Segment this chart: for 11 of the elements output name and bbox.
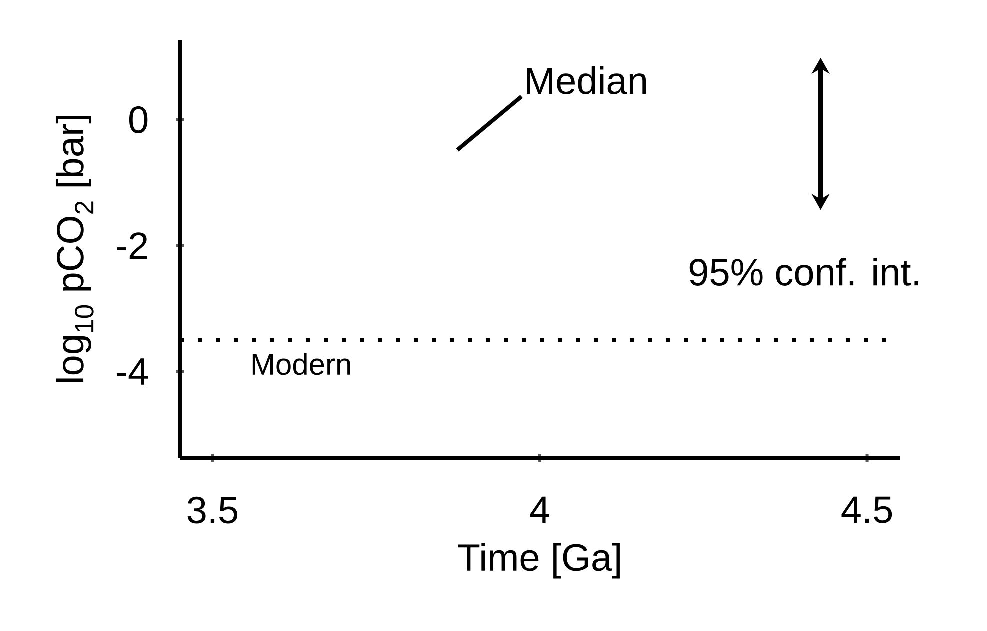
x-axis-title: Time [Ga] — [458, 543, 620, 579]
ref-line-label: Modern — [252, 353, 350, 376]
y-tick-label: -2 — [117, 232, 148, 260]
y-tick-label: 0 — [129, 106, 148, 134]
x-tick-label: 4 — [530, 496, 550, 524]
y-tick-label: -4 — [117, 358, 148, 385]
y-axis-title: log$_{10}$ pCO$_{2}$ [bar] — [56, 116, 94, 382]
x-tick-label: 3.5 — [188, 496, 238, 524]
x-tick-label: 4.5 — [842, 496, 892, 524]
series-label: Median — [527, 66, 646, 94]
annotation: 95% conf. int. — [690, 258, 918, 286]
